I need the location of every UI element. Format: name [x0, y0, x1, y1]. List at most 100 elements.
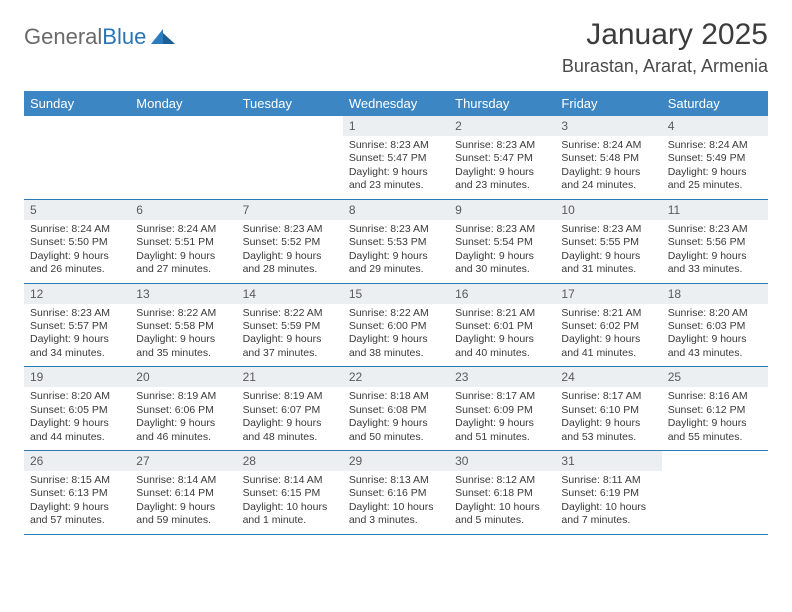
day-text-line: Daylight: 9 hours: [30, 417, 124, 430]
day-text-line: Sunrise: 8:13 AM: [349, 474, 443, 487]
day-text: Sunrise: 8:17 AMSunset: 6:09 PMDaylight:…: [449, 387, 555, 450]
day-text-line: Sunset: 6:09 PM: [455, 404, 549, 417]
day-text-line: Daylight: 9 hours: [455, 333, 549, 346]
day-text-line: and 38 minutes.: [349, 347, 443, 360]
day-cell: 15 Sunrise: 8:22 AMSunset: 6:00 PMDayligh…: [343, 283, 449, 367]
day-cell: 2Sunrise: 8:23 AMSunset: 5:47 PMDaylight…: [449, 116, 555, 199]
day-text-line: Sunset: 6:12 PM: [668, 404, 762, 417]
day-cell: 7Sunrise: 8:23 AMSunset: 5:52 PMDaylight…: [237, 199, 343, 283]
day-text-line: and 55 minutes.: [668, 431, 762, 444]
day-text-line: Sunset: 6:00 PM: [349, 320, 443, 333]
day-text-line: and 23 minutes.: [455, 179, 549, 192]
day-number: 10: [555, 200, 661, 220]
day-number: 15: [343, 284, 449, 304]
day-cell: 22Sunrise: 8:18 AMSunset: 6:08 PMDayligh…: [343, 367, 449, 451]
day-text-line: Sunset: 6:16 PM: [349, 487, 443, 500]
day-text-line: Daylight: 10 hours: [349, 501, 443, 514]
day-cell: 29Sunrise: 8:13 AMSunset: 6:16 PMDayligh…: [343, 451, 449, 535]
day-text-line: Sunrise: 8:22 AM: [349, 307, 443, 320]
day-text-line: Sunset: 5:55 PM: [561, 236, 655, 249]
day-cell: 21Sunrise: 8:19 AMSunset: 6:07 PMDayligh…: [237, 367, 343, 451]
day-text-line: Sunset: 6:05 PM: [30, 404, 124, 417]
day-text-line: Sunrise: 8:22 AM: [243, 307, 337, 320]
day-number: 8: [343, 200, 449, 220]
page: GeneralBlue January 2025 Burastan, Arara…: [0, 0, 792, 535]
day-text: Sunrise: 8:16 AMSunset: 6:12 PMDaylight:…: [662, 387, 768, 450]
day-text-line: Sunset: 6:14 PM: [136, 487, 230, 500]
day-cell: 23Sunrise: 8:17 AMSunset: 6:09 PMDayligh…: [449, 367, 555, 451]
day-number: 19: [24, 367, 130, 387]
day-text-line: Daylight: 9 hours: [561, 333, 655, 346]
day-cell: 9Sunrise: 8:23 AMSunset: 5:54 PMDaylight…: [449, 199, 555, 283]
day-header: Saturday: [662, 91, 768, 116]
day-text-line: and 25 minutes.: [668, 179, 762, 192]
day-cell: 3Sunrise: 8:24 AMSunset: 5:48 PMDaylight…: [555, 116, 661, 199]
day-text-line: and 43 minutes.: [668, 347, 762, 360]
day-text-line: Daylight: 9 hours: [349, 333, 443, 346]
day-text-line: Daylight: 9 hours: [455, 250, 549, 263]
day-text-line: Sunset: 6:18 PM: [455, 487, 549, 500]
day-cell: 11Sunrise: 8:23 AMSunset: 5:56 PMDayligh…: [662, 199, 768, 283]
day-cell: 13Sunrise: 8:22 AMSunset: 5:58 PMDayligh…: [130, 283, 236, 367]
day-text-line: and 57 minutes.: [30, 514, 124, 527]
day-text: Sunrise: 8:22 AMSunset: 5:58 PMDaylight:…: [130, 304, 236, 367]
day-text-line: Sunrise: 8:23 AM: [455, 223, 549, 236]
day-text-line: Sunset: 6:10 PM: [561, 404, 655, 417]
day-text-line: Sunrise: 8:20 AM: [30, 390, 124, 403]
day-text-line: Sunset: 6:13 PM: [30, 487, 124, 500]
day-text-line: Sunset: 5:51 PM: [136, 236, 230, 249]
day-number: 5: [24, 200, 130, 220]
day-text-line: Daylight: 9 hours: [349, 166, 443, 179]
day-text-line: and 50 minutes.: [349, 431, 443, 444]
day-text-line: Daylight: 9 hours: [668, 417, 762, 430]
day-number: 18: [662, 284, 768, 304]
day-text: Sunrise: 8:20 AMSunset: 6:03 PMDaylight:…: [662, 304, 768, 367]
calendar-table: SundayMondayTuesdayWednesdayThursdayFrid…: [24, 91, 768, 535]
day-text-line: Sunset: 5:48 PM: [561, 152, 655, 165]
day-text-line: Sunrise: 8:11 AM: [561, 474, 655, 487]
day-text-line: Sunrise: 8:24 AM: [561, 139, 655, 152]
day-number: 29: [343, 451, 449, 471]
day-text-line: Sunset: 5:47 PM: [349, 152, 443, 165]
day-cell: 24Sunrise: 8:17 AMSunset: 6:10 PMDayligh…: [555, 367, 661, 451]
day-number: 17: [555, 284, 661, 304]
month-title: January 2025: [562, 18, 768, 52]
day-text-line: Daylight: 9 hours: [30, 501, 124, 514]
day-text-line: Sunset: 5:47 PM: [455, 152, 549, 165]
day-text-line: Sunset: 6:19 PM: [561, 487, 655, 500]
title-block: January 2025 Burastan, Ararat, Armenia: [562, 18, 768, 77]
day-cell: [130, 116, 236, 199]
day-text-line: Daylight: 9 hours: [349, 417, 443, 430]
day-header: Wednesday: [343, 91, 449, 116]
day-text-line: Sunrise: 8:17 AM: [455, 390, 549, 403]
day-text-line: Daylight: 9 hours: [455, 166, 549, 179]
day-number: 20: [130, 367, 236, 387]
day-text-line: Daylight: 9 hours: [668, 250, 762, 263]
day-cell: 4Sunrise: 8:24 AMSunset: 5:49 PMDaylight…: [662, 116, 768, 199]
day-cell: 19 Sunrise: 8:20 AMSunset: 6:05 PMDayligh…: [24, 367, 130, 451]
day-number: 23: [449, 367, 555, 387]
day-text-line: Sunrise: 8:23 AM: [561, 223, 655, 236]
day-text-line: and 1 minute.: [243, 514, 337, 527]
day-text-line: Daylight: 9 hours: [243, 417, 337, 430]
week-row: 19Sunrise: 8:20 AMSunset: 6:05 PMDayligh…: [24, 367, 768, 451]
day-text-line: Sunset: 5:57 PM: [30, 320, 124, 333]
day-number: 9: [449, 200, 555, 220]
day-text-line: Sunset: 6:08 PM: [349, 404, 443, 417]
header: GeneralBlue January 2025 Burastan, Arara…: [24, 18, 768, 77]
day-text: Sunrise: 8:23 AMSunset: 5:57 PMDaylight:…: [24, 304, 130, 367]
day-text-line: Sunrise: 8:18 AM: [349, 390, 443, 403]
day-text: Sunrise: 8:13 AMSunset: 6:16 PMDaylight:…: [343, 471, 449, 534]
day-text-line: Sunset: 5:53 PM: [349, 236, 443, 249]
day-text-line: and 5 minutes.: [455, 514, 549, 527]
day-text-line: Sunset: 6:06 PM: [136, 404, 230, 417]
week-row: 1Sunrise: 8:23 AMSunset: 5:47 PMDaylight…: [24, 116, 768, 199]
day-text: Sunrise: 8:11 AMSunset: 6:19 PMDaylight:…: [555, 471, 661, 534]
day-text-line: and 35 minutes.: [136, 347, 230, 360]
day-text-line: Daylight: 9 hours: [136, 501, 230, 514]
day-cell: 28Sunrise: 8:14 AMSunset: 6:15 PMDayligh…: [237, 451, 343, 535]
day-cell: 5Sunrise: 8:24 AMSunset: 5:50 PMDaylight…: [24, 199, 130, 283]
day-text-line: Sunset: 5:58 PM: [136, 320, 230, 333]
day-text: Sunrise: 8:23 AMSunset: 5:47 PMDaylight:…: [449, 136, 555, 199]
day-text-line: Sunset: 6:01 PM: [455, 320, 549, 333]
